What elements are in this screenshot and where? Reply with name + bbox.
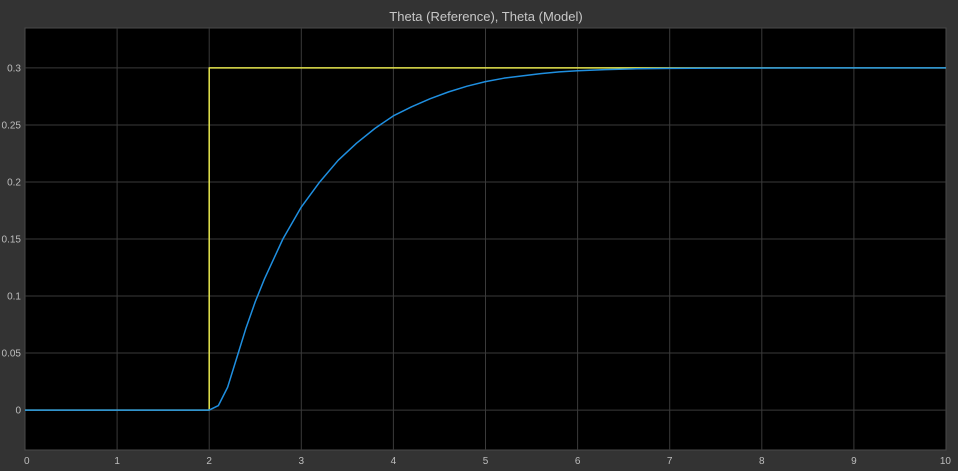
x-axis-ticks: 0 1 2 3 4 5 6 7 8 9 10: [24, 456, 951, 467]
y-tick-label: 0.2: [7, 177, 21, 188]
x-tick-label: 7: [667, 456, 673, 467]
y-tick-label: 0.25: [2, 120, 22, 131]
x-tick-label: 0: [24, 456, 30, 467]
plot-title: Theta (Reference), Theta (Model): [389, 9, 582, 24]
x-tick-label: 5: [483, 456, 489, 467]
y-tick-label: 0.3: [7, 63, 21, 74]
x-tick-label: 6: [575, 456, 581, 467]
x-tick-label: 3: [299, 456, 305, 467]
y-tick-label: 0: [15, 406, 21, 417]
x-tick-label: 10: [940, 456, 952, 467]
y-tick-label: 0.15: [2, 235, 22, 246]
series-line-model: [25, 67, 946, 411]
x-tick-label: 1: [114, 456, 120, 467]
x-tick-label: 9: [851, 456, 857, 467]
x-tick-label: 4: [391, 456, 397, 467]
x-tick-label: 2: [206, 456, 212, 467]
y-axis-ticks: 0 0.05 0.1 0.15 0.2 0.25 0.3: [2, 63, 22, 416]
y-tick-label: 0.1: [7, 292, 21, 303]
y-tick-label: 0.05: [2, 349, 22, 360]
x-tick-label: 8: [759, 456, 765, 467]
series-group: [25, 67, 946, 411]
